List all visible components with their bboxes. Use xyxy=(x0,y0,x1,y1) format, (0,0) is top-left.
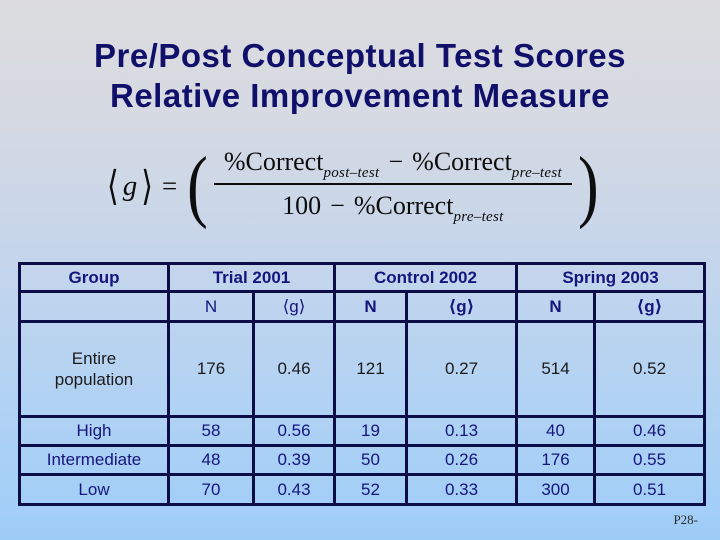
slide-number: P28- xyxy=(673,512,698,527)
cell-spring-n: 176 xyxy=(515,444,596,476)
cell-spring-g: 0.51 xyxy=(593,473,706,506)
header-row-measures: N ⟨g⟩ N ⟨g⟩ N ⟨g⟩ xyxy=(18,290,706,323)
cell-trial-n: 70 xyxy=(167,473,255,506)
close-angle-bracket: ⟩ xyxy=(141,162,153,210)
cell-control-g: 0.26 xyxy=(405,444,518,476)
cell-spring-g: 0.55 xyxy=(593,444,706,476)
subheader-spring-n: N xyxy=(515,290,596,323)
header-group: Group xyxy=(18,262,170,293)
denominator-minus: − xyxy=(330,191,345,220)
score-table: Group Trial 2001 Control 2002 Spring 200… xyxy=(18,262,706,506)
denominator-constant: 100 xyxy=(282,191,322,220)
subheader-control-g: ⟨g⟩ xyxy=(405,290,518,323)
numerator-minus: − xyxy=(388,147,404,176)
title-line-1: Pre/Post Conceptual Test Scores xyxy=(93,37,627,74)
row-label: Intermediate xyxy=(18,444,170,476)
cell-trial-g: 0.46 xyxy=(252,320,336,418)
header-trial-2001: Trial 2001 xyxy=(167,262,336,293)
subheader-control-n: N xyxy=(333,290,408,323)
cell-trial-n: 48 xyxy=(167,444,255,476)
open-paren: ( xyxy=(187,141,208,231)
header-control-2002: Control 2002 xyxy=(333,262,518,293)
page-title: Pre/Post Conceptual Test Scores Relative… xyxy=(0,36,720,116)
cell-trial-n: 58 xyxy=(167,415,255,447)
denominator-sub: pre–test xyxy=(453,209,504,225)
subheader-spring-g: ⟨g⟩ xyxy=(593,290,706,323)
numerator-term2: %Correct xyxy=(412,147,512,176)
cell-trial-g: 0.43 xyxy=(252,473,336,506)
fraction-numerator: %Correctpost–test − %Correctpre–test xyxy=(213,145,572,185)
table-row-entire-population: Entire population 176 0.46 121 0.27 514 … xyxy=(18,320,706,418)
gain-symbol: g xyxy=(122,169,138,202)
cell-trial-g: 0.39 xyxy=(252,444,336,476)
cell-control-g: 0.13 xyxy=(405,415,518,447)
fraction-denominator: 100− %Correctpre–test xyxy=(214,185,572,227)
cell-spring-n: 300 xyxy=(515,473,596,506)
row-label: Entire population xyxy=(18,320,170,418)
header-spring-2003: Spring 2003 xyxy=(515,262,706,293)
numerator-term1: %Correct xyxy=(223,147,324,176)
cell-control-g: 0.33 xyxy=(405,473,518,506)
close-paren: ) xyxy=(577,141,599,231)
subheader-trial-n: N xyxy=(167,290,255,323)
numerator-sub2: pre–test xyxy=(511,165,562,181)
subheader-trial-g: ⟨g⟩ xyxy=(252,290,336,323)
row-label: Low xyxy=(18,473,170,506)
cell-control-n: 19 xyxy=(333,415,408,447)
table-row-high: High 58 0.56 19 0.13 40 0.46 xyxy=(18,415,706,447)
gain-formula: ⟨ g ⟩ = ( %Correctpost–test − %Correctpre–te… xyxy=(106,138,599,234)
table-row-low: Low 70 0.43 52 0.33 300 0.51 xyxy=(18,473,706,506)
formula-lhs: ⟨ g ⟩ xyxy=(106,162,154,209)
cell-control-n: 121 xyxy=(333,320,408,418)
table-row-intermediate: Intermediate 48 0.39 50 0.26 176 0.55 xyxy=(18,444,706,476)
cell-control-n: 50 xyxy=(333,444,408,476)
cell-spring-n: 40 xyxy=(515,415,596,447)
title-line-2: Relative Improvement Measure xyxy=(109,77,611,114)
denominator-term: %Correct xyxy=(353,191,454,220)
cell-control-g: 0.27 xyxy=(405,320,518,418)
cell-trial-n: 176 xyxy=(167,320,255,418)
numerator-sub1: post–test xyxy=(323,165,380,181)
header-row-groups: Group Trial 2001 Control 2002 Spring 200… xyxy=(18,262,706,293)
cell-trial-g: 0.56 xyxy=(252,415,336,447)
cell-control-n: 52 xyxy=(333,473,408,506)
row-label: High xyxy=(18,415,170,447)
equals-sign: = xyxy=(161,170,178,201)
fraction: %Correctpost–test − %Correctpre–test 100−%… xyxy=(213,145,572,227)
empty-header-cell xyxy=(18,290,170,323)
cell-spring-g: 0.46 xyxy=(593,415,706,447)
open-angle-bracket: ⟨ xyxy=(107,162,119,210)
cell-spring-g: 0.52 xyxy=(593,320,706,418)
cell-spring-n: 514 xyxy=(515,320,596,418)
